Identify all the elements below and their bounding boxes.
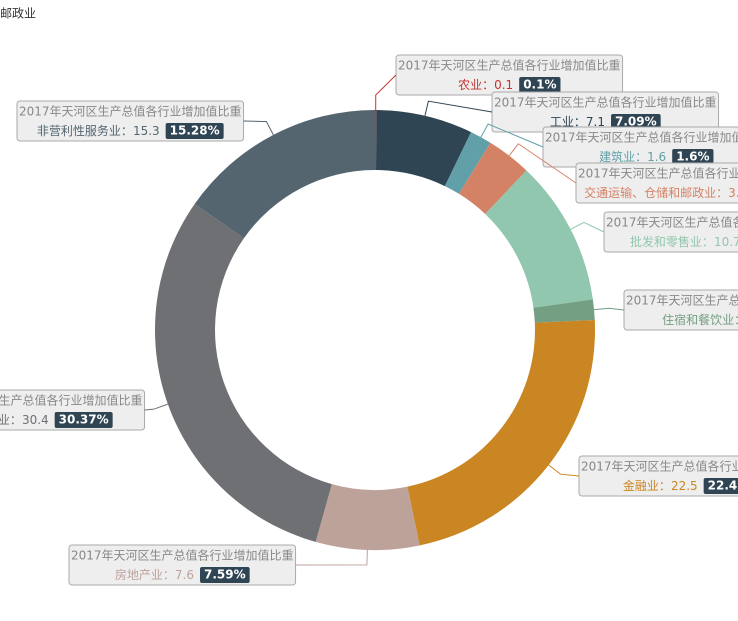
value-label: 30.4 (22, 413, 49, 427)
slice (194, 110, 375, 239)
category-name: 建筑业 (599, 149, 635, 164)
value-label: 22.5 (671, 479, 698, 493)
percent-label: 7.09% (615, 115, 657, 129)
category-name: 金融业 (623, 478, 659, 493)
label-name: 工业：7.1 (550, 115, 605, 129)
slice (533, 299, 595, 323)
label-name: 住宿和餐饮业：1.5 (662, 312, 738, 327)
label-series: 2017年天河区生产总值各行业增加值比重 (578, 166, 738, 181)
data-label: 2017年天河区生产总值各行业增加值比重住宿和餐饮业：1.51.5% (623, 289, 738, 331)
slice (485, 170, 593, 308)
label-series: 2017年天河区生产总值各行业增加值比重 (19, 104, 242, 119)
value-label: 7.1 (586, 115, 605, 129)
leader-line (570, 221, 605, 233)
value-label: 7.6 (175, 568, 194, 582)
percent-label: 0.1% (523, 78, 556, 92)
label-series: 2017年天河区生产总值各行业增加值比重 (0, 393, 143, 408)
label-series: 2017年天河区生产总值各行业增加值比重 (626, 293, 738, 308)
leader-line (144, 403, 169, 411)
category-name: 交通运输、仓储和邮政业 (584, 185, 716, 200)
value-label: 3.3 (728, 186, 738, 200)
percent-badge (672, 149, 714, 165)
data-label: 2017年天河区生产总值各行业增加值比重商务服务业：30.4 30.37% (0, 389, 146, 431)
slice (458, 142, 527, 214)
separator: ： (574, 115, 586, 129)
percent-label: 1.6% (676, 150, 709, 164)
data-label: 2017年天河区生产总值各行业增加值比重批发和零售业：10.710.69% (603, 211, 738, 253)
percent-badge (703, 478, 738, 494)
category-name: 农业 (458, 78, 482, 92)
value-label: 1.6 (647, 150, 666, 164)
percent-label: 22.48% (708, 479, 738, 493)
percent-label: 30.37% (59, 413, 109, 427)
percent-badge (165, 123, 224, 139)
slice (444, 132, 491, 194)
label-series: 2017年天河区生产总值各行业增加值比重 (71, 548, 294, 563)
separator: ： (10, 413, 22, 427)
label-name: 建筑业：1.6 (599, 149, 666, 164)
value-label: 15.3 (133, 124, 160, 138)
percent-badge (54, 412, 113, 428)
label-series: 2017年天河区生产总值各行业增加值比重 (545, 130, 738, 145)
category-name: 非营利性服务业 (37, 123, 121, 138)
percent-label: 15.28% (170, 124, 220, 138)
label-series: 2017年天河区生产总值各行业增加值比重 (606, 215, 738, 230)
percent-badge (611, 114, 661, 130)
label-series: 2017年天河区生产总值各行业增加值比重 (494, 95, 717, 110)
slice (154, 203, 332, 542)
category-name: 住宿和餐饮业 (662, 312, 734, 327)
separator: ： (121, 124, 133, 138)
label-name: 交通运输、仓储和邮政业：3.3 (584, 185, 738, 200)
leader-line (424, 100, 493, 116)
separator: ： (734, 313, 738, 327)
label-name: 非营利性服务业：15.3 (37, 123, 160, 138)
leader-line (375, 74, 397, 111)
category-name: 房地产业 (115, 567, 163, 582)
category-name: 商务服务业 (0, 412, 10, 427)
slice (376, 110, 472, 187)
label-name: 房地产业：7.6 (115, 567, 194, 582)
separator: ： (702, 235, 714, 249)
data-label: 2017年天河区生产总值各行业增加值比重交通运输、仓储和邮政业：3.33.3% (575, 162, 738, 204)
slice (407, 319, 595, 546)
leader-line (243, 120, 274, 136)
separator: ： (482, 78, 494, 92)
leader-line (295, 549, 368, 566)
label-name: 批发和零售业：10.7 (630, 234, 738, 249)
data-label: 2017年天河区生产总值各行业增加值比重建筑业：1.6 1.6% (542, 126, 738, 168)
percent-badge (519, 77, 561, 93)
value-label: 0.1 (494, 78, 513, 92)
percent-badge (200, 567, 250, 583)
separator: ： (716, 186, 728, 200)
leader-line (508, 143, 577, 184)
label-name: 金融业：22.5 (623, 478, 698, 493)
value-label: 10.7 (714, 235, 738, 249)
category-name: 工业 (550, 115, 574, 129)
category-name: 批发和零售业 (630, 234, 702, 249)
percent-label: 7.59% (204, 568, 246, 582)
leader-line (594, 307, 625, 311)
data-label: 2017年天河区生产总值各行业增加值比重金融业：22.522.48% (578, 455, 738, 497)
slice (375, 110, 377, 171)
leader-line (548, 464, 580, 477)
label-series: 2017年天河区生产总值各行业增加值比重 (398, 58, 621, 73)
label-name: 商务服务业：30.4 (0, 412, 49, 427)
leader-line (480, 123, 544, 148)
separator: ： (163, 568, 175, 582)
chart-title: 邮政业 (0, 7, 36, 21)
slice (315, 484, 420, 550)
separator: ： (635, 150, 647, 164)
label-series: 2017年天河区生产总值各行业增加值比重 (581, 459, 738, 474)
label-name: 农业：0.1 (458, 78, 513, 92)
separator: ： (659, 479, 671, 493)
